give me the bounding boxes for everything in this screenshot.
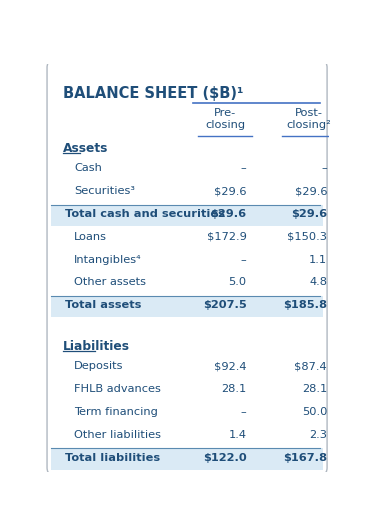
- Text: 50.0: 50.0: [302, 407, 327, 417]
- Text: $150.3: $150.3: [287, 232, 327, 242]
- FancyBboxPatch shape: [51, 205, 323, 226]
- Text: 28.1: 28.1: [302, 384, 327, 394]
- FancyBboxPatch shape: [47, 61, 327, 474]
- Text: Term financing: Term financing: [74, 407, 158, 417]
- Text: 5.0: 5.0: [228, 278, 246, 287]
- Text: $29.6: $29.6: [214, 186, 246, 196]
- Text: $122.0: $122.0: [203, 453, 246, 463]
- Text: 1.4: 1.4: [228, 430, 246, 440]
- Text: Total liabilities: Total liabilities: [65, 453, 161, 463]
- FancyBboxPatch shape: [51, 448, 323, 470]
- Text: Liabilities: Liabilities: [63, 340, 130, 353]
- Text: Other assets: Other assets: [74, 278, 146, 287]
- Text: 2.3: 2.3: [309, 430, 327, 440]
- Text: BALANCE SHEET ($B)¹: BALANCE SHEET ($B)¹: [63, 86, 243, 101]
- Text: Intangibles⁴: Intangibles⁴: [74, 254, 142, 264]
- Text: Deposits: Deposits: [74, 361, 123, 371]
- Text: $185.8: $185.8: [283, 301, 327, 311]
- Text: Total cash and securities: Total cash and securities: [65, 209, 225, 219]
- Text: $29.6: $29.6: [295, 186, 327, 196]
- Text: Assets: Assets: [63, 142, 108, 155]
- Text: Post-
closing²: Post- closing²: [286, 109, 331, 130]
- Text: $172.9: $172.9: [207, 232, 246, 242]
- FancyBboxPatch shape: [51, 296, 323, 317]
- Text: Securities³: Securities³: [74, 186, 135, 196]
- Text: $207.5: $207.5: [203, 301, 246, 311]
- Text: Other liabilities: Other liabilities: [74, 430, 161, 440]
- Text: 28.1: 28.1: [221, 384, 246, 394]
- Text: FHLB advances: FHLB advances: [74, 384, 161, 394]
- Text: $29.6: $29.6: [291, 209, 327, 219]
- Text: $87.4: $87.4: [295, 361, 327, 371]
- Text: Pre-
closing: Pre- closing: [205, 109, 245, 130]
- Text: $92.4: $92.4: [214, 361, 246, 371]
- Text: –: –: [241, 254, 246, 264]
- Text: 4.8: 4.8: [309, 278, 327, 287]
- Text: $29.6: $29.6: [210, 209, 246, 219]
- Text: Loans: Loans: [74, 232, 107, 242]
- Text: 1.1: 1.1: [309, 254, 327, 264]
- Text: Cash: Cash: [74, 163, 102, 173]
- Text: Total assets: Total assets: [65, 301, 142, 311]
- Text: –: –: [241, 163, 246, 173]
- Text: –: –: [241, 407, 246, 417]
- Text: $167.8: $167.8: [283, 453, 327, 463]
- Text: –: –: [321, 163, 327, 173]
